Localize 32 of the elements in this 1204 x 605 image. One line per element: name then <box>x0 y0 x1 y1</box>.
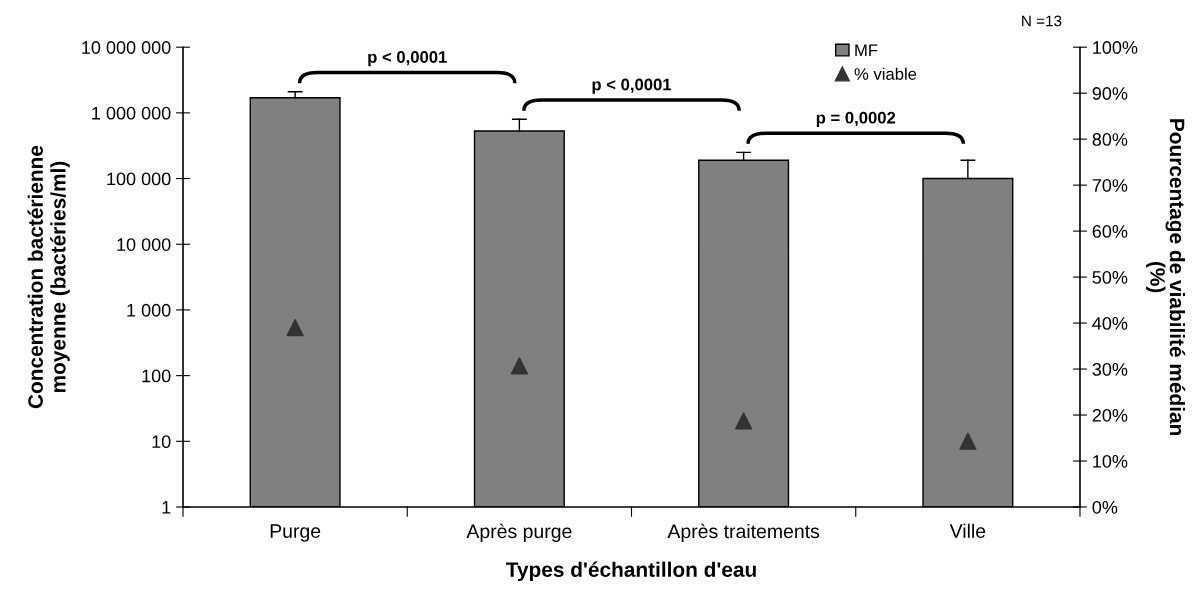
annotation: p = 0,0002 <box>816 111 896 127</box>
x-tick-label: Après traitements <box>667 523 820 543</box>
legend-label: % viable <box>854 67 917 80</box>
y2-axis-title: Pourcentage de viabilité médian (%) <box>1146 119 1186 435</box>
y2-tick-label: 90% <box>1092 87 1128 100</box>
y2-tick-label: 100% <box>1093 41 1138 54</box>
legend-label: MF <box>855 44 878 56</box>
y-tick-label: 1 000 000 <box>92 106 171 120</box>
annotation: p < 0,0001 <box>592 78 672 94</box>
y-axis-title: Concentration bactérienne moyenne (bactéries/ml) <box>27 145 70 409</box>
y2-tick-label: 40% <box>1092 317 1128 330</box>
y-tick-label: 10 000 000 <box>82 41 171 54</box>
y-tick-label: 100 <box>142 369 171 383</box>
text: N =13 <box>1022 15 1062 27</box>
y2-tick-label: 70% <box>1092 179 1128 192</box>
y2-tick-label: 30% <box>1092 362 1128 376</box>
x-tick-label: Après purge <box>466 523 572 543</box>
y-tick-label: 1 000 <box>127 303 171 317</box>
y-tick-label: 10 <box>152 435 171 449</box>
y2-tick-label: 0% <box>1092 500 1118 514</box>
x-axis-title: Types d'échantillon d'eau <box>506 561 756 582</box>
y-tick-label: 100 000 <box>107 172 171 186</box>
x-tick-label: Purge <box>270 524 321 542</box>
y2-tick-label: 50% <box>1092 271 1128 284</box>
y2-tick-label: 10% <box>1093 454 1128 468</box>
x-tick-label: Ville <box>949 523 986 538</box>
y-tick-label: 1 <box>162 501 171 514</box>
y-tick-label: 10 000 <box>117 238 171 251</box>
y2-tick-label: 20% <box>1092 408 1128 422</box>
y2-tick-label: 60% <box>1092 225 1128 238</box>
y2-tick-label: 80% <box>1092 133 1128 146</box>
annotation: p < 0,0001 <box>368 51 447 67</box>
